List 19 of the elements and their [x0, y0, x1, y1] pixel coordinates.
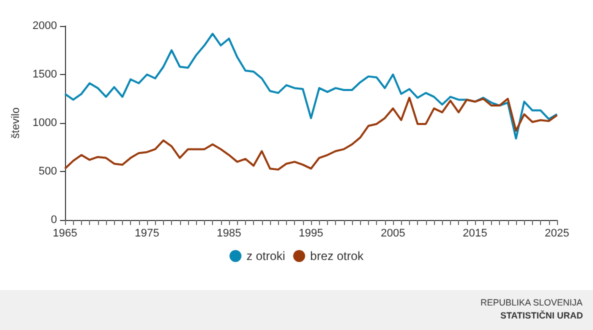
x-tick-label: 2005 [380, 228, 406, 240]
line-series [64, 96, 558, 171]
legend-label: z otroki [246, 249, 286, 263]
x-tick-label: 1985 [216, 228, 242, 240]
text: STATISTIČNI URAD [500, 310, 584, 320]
x-tick-label: 2025 [544, 228, 570, 240]
legend-label: brez otrok [310, 249, 365, 263]
y-tick-label: 2000 [32, 20, 57, 32]
y-tick-label: 1500 [32, 68, 57, 80]
x-tick-label: 1965 [52, 228, 78, 240]
y-tick-label: 500 [38, 166, 57, 178]
x-tick-label: 1995 [298, 228, 324, 240]
y-axis-title: število [10, 107, 22, 139]
text: REPUBLIKA SLOVENIJA [480, 298, 583, 308]
y-tick-label: 0 [50, 214, 57, 226]
y-tick-label: 1000 [32, 117, 57, 129]
x-tick-label: 1975 [134, 228, 160, 240]
line-series [64, 32, 558, 140]
x-tick-label: 2015 [462, 228, 488, 240]
